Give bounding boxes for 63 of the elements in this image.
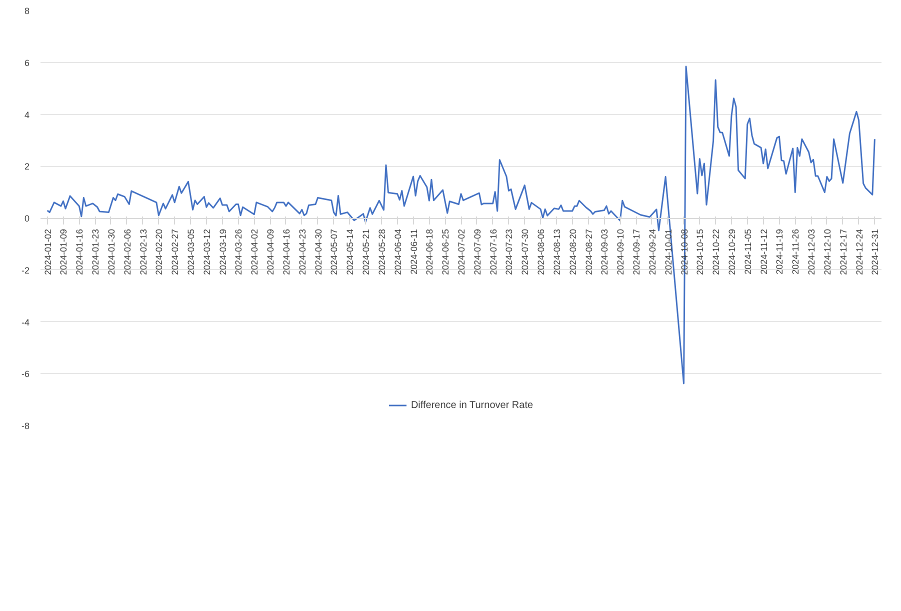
x-tick-label: 2024-12-17 (838, 228, 848, 276)
x-tick-label: 2024-12-31 (870, 228, 880, 276)
y-tick-label: -8 (22, 421, 30, 431)
x-tick-label: 2024-03-12 (202, 228, 212, 276)
x-tick-label: 2024-05-07 (329, 228, 340, 276)
x-tick-label: 2024-11-12 (758, 228, 769, 274)
x-tick-label: 2024-01-09 (58, 228, 69, 276)
legend-label: Difference in Turnover Rate (410, 400, 534, 410)
x-tick-label: 2024-11-19 (774, 228, 785, 274)
y-tick-label: 0 (24, 214, 30, 224)
x-tick-label: 2024-09-03 (600, 228, 610, 276)
x-tick-label: 2024-06-25 (440, 228, 451, 276)
y-tick-label: -4 (22, 317, 30, 328)
x-tick-label: 2024-07-23 (504, 228, 514, 276)
y-tick-label: -2 (22, 265, 30, 276)
x-tick-label: 2024-01-16 (74, 228, 85, 276)
x-tick-label: 2024-01-23 (90, 228, 101, 276)
x-tick-label: 2024-05-28 (376, 228, 387, 276)
x-tick-label: 2024-04-09 (266, 228, 276, 276)
x-tick-label: 2024-10-22 (711, 228, 722, 276)
x-tick-label: 2024-04-16 (281, 228, 292, 276)
x-tick-label: 2024-02-20 (154, 228, 164, 276)
x-tick-label: 2024-10-08 (679, 228, 690, 276)
x-tick-label: 2024-04-02 (250, 228, 260, 276)
x-tick-label: 2024-12-24 (854, 228, 864, 276)
x-tick-label: 2024-08-06 (536, 228, 546, 276)
x-tick-label: 2024-07-02 (456, 228, 466, 276)
x-tick-label: 2024-01-02 (42, 228, 53, 276)
x-tick-label: 2024-01-30 (106, 228, 116, 276)
x-tick-label: 2024-02-27 (170, 228, 180, 276)
x-tick-label: 2024-05-14 (345, 228, 356, 276)
y-tick-label: 4 (24, 110, 30, 120)
x-tick-label: 2024-06-11 (408, 228, 419, 274)
x-tick-label: 2024-06-04 (392, 228, 403, 276)
x-tick-label: 2024-04-23 (297, 228, 308, 276)
x-tick-label: 2024-04-30 (313, 228, 324, 276)
y-tick-label: -6 (22, 369, 30, 380)
x-tick-label: 2024-09-17 (632, 228, 642, 276)
x-tick-label: 2024-09-24 (647, 228, 658, 276)
x-tick-label: 2024-03-26 (234, 228, 244, 276)
y-tick-label: 8 (24, 6, 30, 16)
x-tick-label: 2024-07-09 (472, 228, 482, 276)
x-tick-label: 2024-10-01 (663, 228, 674, 276)
x-tick-label: 2024-02-06 (122, 228, 132, 276)
x-tick-label: 2024-12-10 (822, 228, 832, 276)
x-tick-label: 2024-09-10 (616, 228, 626, 276)
x-tick-label: 2024-03-05 (186, 228, 196, 276)
x-tick-label: 2024-11-26 (790, 228, 801, 274)
x-tick-label: 2024-08-20 (568, 228, 578, 276)
y-tick-label: 6 (24, 58, 30, 68)
y-tick-label: 2 (24, 162, 30, 172)
x-tick-label: 2024-07-16 (488, 228, 498, 276)
x-tick-label: 2024-12-03 (806, 228, 817, 276)
x-tick-label: 2024-02-13 (138, 228, 148, 276)
x-tick-label: 2024-08-13 (552, 228, 562, 276)
x-tick-label: 2024-11-05 (742, 228, 753, 274)
x-tick-label: 2024-08-27 (584, 228, 594, 276)
x-tick-label: 2024-07-30 (520, 228, 530, 276)
x-tick-label: 2024-10-15 (695, 228, 706, 276)
x-tick-label: 2024-10-29 (726, 228, 737, 276)
x-tick-label: 2024-05-21 (361, 228, 372, 276)
x-tick-label: 2024-03-19 (218, 228, 228, 276)
x-tick-label: 2024-06-18 (424, 228, 435, 276)
